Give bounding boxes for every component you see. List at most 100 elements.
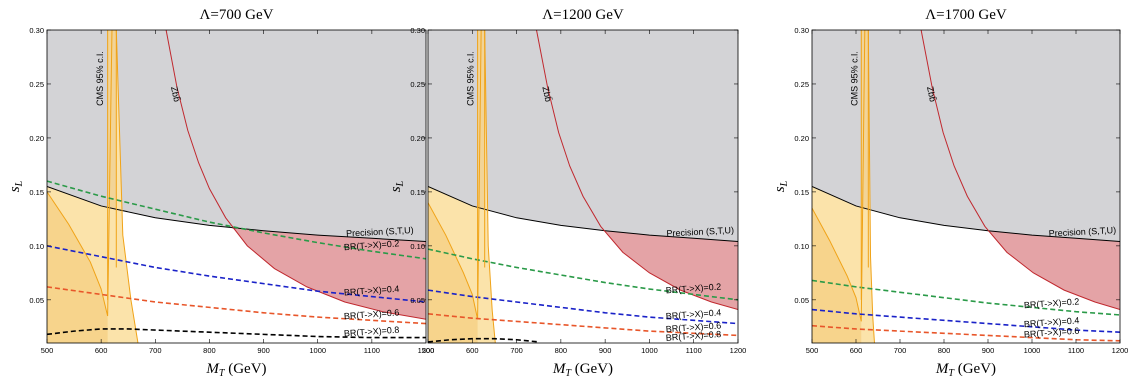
series-line-br-0.6 — [428, 313, 738, 337]
panel-title: Λ=700 GeV — [200, 7, 274, 23]
br-label: BR(T->X)=0.2 — [1024, 296, 1080, 310]
br-label: BR(T->X)=0.8 — [665, 329, 721, 343]
y-tick-label: 0.30 — [794, 26, 809, 35]
y-tick-label: 0.10 — [410, 242, 425, 251]
y-tick-label: 0.05 — [410, 296, 425, 305]
y-tick-label: 0.05 — [29, 296, 44, 305]
series-line-br-0.6 — [812, 324, 1120, 342]
precision-excluded-region — [47, 30, 426, 242]
x-tick-label: 900 — [599, 346, 612, 355]
series-line-br-0.4 — [428, 289, 738, 325]
zbb-excluded-region — [536, 221, 738, 310]
x-tick-label: 1200 — [1112, 346, 1128, 355]
series-line-zbb- — [920, 30, 1120, 311]
series-line-cms-95-c-l- — [428, 30, 496, 343]
panel-title: Λ=1200 GeV — [542, 7, 624, 23]
series-line-precision-s-t-u- — [428, 186, 738, 243]
series-line-br-0.2 — [47, 180, 426, 260]
zbb-label: Zbb̄ — [925, 86, 938, 103]
panel-1: 500 600 700 800 900 1000 1100 1200 0.05 0.10 0.15 0… — [7, 7, 434, 379]
x-tick-label: 600 — [466, 346, 479, 355]
panel-title: Λ=1700 GeV — [925, 7, 1007, 23]
series-line-br-0.8 — [428, 337, 539, 343]
x-axis-label: MT (GeV) — [935, 361, 996, 379]
series-line-br-0.8 — [47, 328, 426, 339]
x-tick-label: 700 — [149, 346, 162, 355]
y-tick-label: 0.05 — [794, 296, 809, 305]
cms-label: CMS 95% c.l. — [849, 51, 859, 106]
br-label: BR(T->X)=0.2 — [665, 282, 721, 296]
zbb-excluded-region — [166, 219, 426, 320]
cms-strong-region — [47, 186, 108, 343]
y-axis-label: sL — [388, 180, 406, 192]
y-tick-label: 0.15 — [794, 188, 809, 197]
y-tick-label: 0.30 — [29, 26, 44, 35]
y-tick-label: 0.10 — [29, 242, 44, 251]
y-axis-label: sL — [772, 180, 790, 192]
precision-excluded-region — [428, 30, 738, 242]
x-tick-label: 700 — [510, 346, 523, 355]
y-tick-label: 0.25 — [794, 80, 809, 89]
x-tick-label: 900 — [982, 346, 995, 355]
plot-frame — [427, 29, 739, 344]
x-tick-label: 500 — [806, 346, 819, 355]
series-line-cms-95-c-l- — [47, 30, 139, 343]
x-tick-label: 1200 — [730, 346, 747, 355]
y-axis-label: sL — [7, 180, 25, 192]
plot-area — [47, 30, 426, 343]
x-tick-label: 600 — [850, 346, 863, 355]
x-tick-label: 1000 — [1024, 346, 1041, 355]
cms-strong-region — [812, 186, 862, 343]
series-line-cms-95-c-l- — [812, 30, 875, 343]
br-label: BR(T->X)=0.6 — [665, 320, 721, 334]
cms-band — [477, 30, 485, 209]
y-tick-label: 0.20 — [29, 134, 44, 143]
precision-label: Precision (S,T,U) — [346, 225, 414, 239]
x-tick-label: 900 — [257, 346, 270, 355]
x-tick-label: 800 — [203, 346, 216, 355]
x-tick-label: 600 — [95, 346, 108, 355]
br-label: BR(T->X)=0.4 — [665, 307, 721, 321]
series-line-br-0.4 — [812, 308, 1120, 334]
y-tick-label: 0.30 — [410, 26, 425, 35]
precision-label: Precision (S,T,U) — [1048, 225, 1116, 239]
x-tick-label: 1000 — [641, 346, 658, 355]
series-line-zbb- — [165, 30, 426, 320]
x-tick-label: 1100 — [686, 346, 702, 355]
x-tick-label: 500 — [41, 346, 54, 355]
series-line-br-0.2 — [812, 279, 1120, 316]
br-label: BR(T->X)=0.4 — [1024, 315, 1080, 329]
y-tick-label: 0.10 — [794, 242, 809, 251]
zbb-excluded-region — [921, 221, 1120, 310]
y-tick-label: 0.25 — [410, 80, 425, 89]
plot-frame — [46, 29, 427, 344]
br-label: BR(T->X)=0.6 — [344, 307, 400, 321]
x-tick-label: 1100 — [364, 346, 380, 355]
br-label: BR(T->X)=0.4 — [344, 284, 400, 298]
precision-excluded-region — [812, 30, 1120, 242]
x-tick-label: 1100 — [1068, 346, 1084, 355]
x-tick-label: 800 — [555, 346, 568, 355]
y-tick-label: 0.15 — [29, 188, 44, 197]
y-tick-label: 0.15 — [410, 188, 425, 197]
plot-area — [428, 30, 738, 343]
y-tick-label: 0.20 — [410, 134, 425, 143]
panel-2: 500 600 700 800 900 1000 1100 1200 0.05 0.10 0.15 0… — [388, 7, 746, 379]
y-tick-label: 0.25 — [29, 80, 44, 89]
x-tick-label: 1000 — [309, 346, 326, 355]
precision-label: Precision (S,T,U) — [666, 225, 734, 239]
x-axis-label: MT (GeV) — [552, 361, 613, 379]
x-tick-label: 1200 — [418, 346, 435, 355]
series-line-br-0.2 — [428, 248, 738, 301]
zbb-label: Zbb̄ — [169, 86, 182, 103]
br-label: BR(T->X)=0.6 — [1024, 326, 1080, 340]
x-tick-label: 700 — [894, 346, 907, 355]
plot-area — [812, 30, 1120, 343]
cms-band — [107, 30, 117, 209]
series-line-precision-s-t-u- — [812, 186, 1120, 243]
cms-label: CMS 95% c.l. — [466, 51, 476, 106]
x-tick-label: 800 — [938, 346, 951, 355]
x-axis-label: MT (GeV) — [205, 361, 266, 379]
cms-band — [861, 30, 869, 209]
